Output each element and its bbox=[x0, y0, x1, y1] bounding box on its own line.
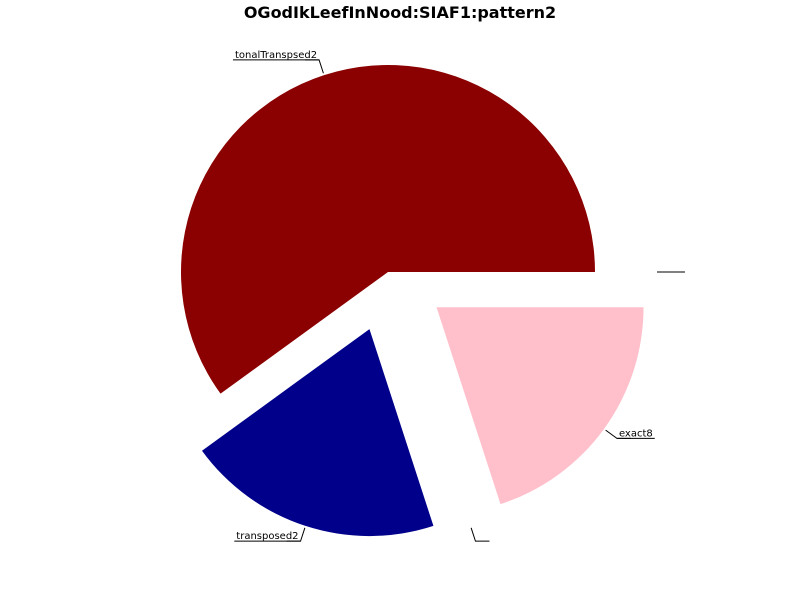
pie-slice-tonaltranspsed2-0 bbox=[180, 64, 595, 394]
pie-slice-exact8-3 bbox=[436, 307, 644, 505]
leader-line-tonaltranspsed2-0 bbox=[305, 59, 324, 74]
slice-label-transposed2: transposed2 bbox=[236, 531, 298, 542]
leader-line-unlabeled-2 bbox=[470, 527, 490, 542]
pie-slices bbox=[180, 64, 644, 537]
chart-title: OGodIkLeefInNood:SIAF1:pattern2 bbox=[244, 3, 556, 22]
pie-slice-transposed2-1 bbox=[201, 329, 434, 537]
slice-label-exact8: exact8 bbox=[619, 428, 653, 439]
slice-label-tonaltranspsed2: tonalTranspsed2 bbox=[235, 50, 317, 61]
pie-labels: tonalTranspsed2 transposed2 exact8 bbox=[232, 50, 685, 542]
